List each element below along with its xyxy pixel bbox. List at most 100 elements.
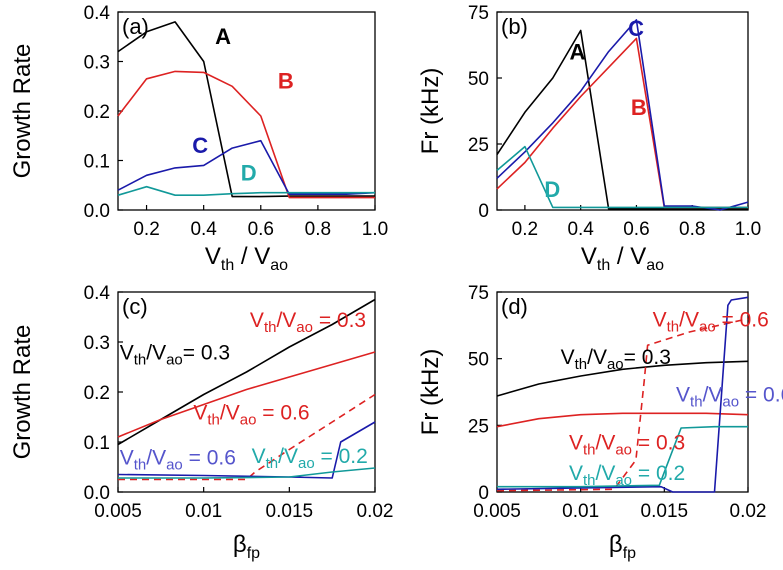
annotation-slash-v: /V (220, 402, 240, 425)
series-line-2 (496, 19, 749, 211)
annotation-subscript-th: th (207, 412, 220, 429)
y-tick-label: 0.0 (84, 483, 110, 504)
curve-label-C: C (628, 16, 644, 41)
y-tick-label: 0 (478, 201, 489, 222)
curve-label-D: D (544, 177, 560, 202)
annotation-slash-v: /V (595, 462, 615, 485)
annotation-slash-v: /V (146, 342, 166, 365)
annotation-subscript-th: th (575, 356, 588, 373)
annotation-subscript-th: th (134, 457, 147, 474)
annotation-subscript-ao: ao (722, 393, 739, 410)
curve-label-B: B (278, 69, 294, 94)
y-tick-label: 0.4 (84, 3, 111, 24)
y-tick-label: 50 (468, 350, 489, 371)
panel-d: 0.005 0.01 0.015 0.02 0 25 50 75 Fr (kHz) βfp (d) V… (417, 283, 783, 562)
x-axis-label-main: β (609, 531, 623, 558)
curve-label-A: A (215, 24, 231, 49)
x-tick-label: 0.6 (248, 219, 274, 240)
series-line-3 (117, 185, 375, 196)
x-axis-label: Vth / Vao (581, 243, 664, 274)
annotation-subscript-ao: ao (607, 356, 624, 373)
annotation-value: = 0.2 (315, 445, 368, 468)
ratio-annotation: Vth/Vao= 0.3 (561, 346, 671, 373)
annotation-subscript-ao: ao (166, 352, 183, 369)
x-tick-label: 0.8 (679, 219, 705, 240)
x-tick-label: 0.02 (357, 501, 394, 522)
annotation-slash-v: /V (146, 447, 166, 470)
annotation-subscript-th: th (583, 472, 596, 489)
annotation-subscript-ao: ao (615, 441, 632, 458)
annotation-v: V (569, 462, 583, 485)
x-axis-label: βfp (609, 531, 636, 562)
ratio-annotation: Vth/Vao = 0.3 (250, 309, 366, 336)
annotation-slash-v: /V (276, 309, 296, 332)
annotation-value: = 0.3 (183, 342, 230, 365)
annotation-subscript-th: th (690, 393, 703, 410)
annotation-subscript-th: th (667, 319, 680, 336)
axes-frame (496, 11, 749, 211)
annotation-value: = 0.3 (313, 309, 366, 332)
annotation-slash-v: /V (278, 445, 298, 468)
series-line-3 (496, 296, 749, 493)
ratio-annotation: Vth/Vao = 0.2 (252, 445, 368, 472)
annotation-v: V (653, 309, 667, 332)
y-tick-label: 75 (468, 3, 489, 24)
y-tick-label: 50 (468, 69, 489, 90)
series-line-2 (496, 317, 749, 492)
annotation-slash-v: /V (679, 309, 699, 332)
annotation-subscript-ao: ao (166, 457, 183, 474)
annotation-v: V (120, 342, 134, 365)
annotation-value: = 0.6 (183, 447, 236, 470)
x-axis-label-main: β (233, 531, 247, 558)
annotation-subscript-ao: ao (699, 319, 716, 336)
x-tick-label: 0.015 (641, 501, 689, 522)
series-line-0 (496, 29, 748, 210)
panel-b: 0.2 0.4 0.6 0.8 1.0 0 25 50 75 Fr (kHz) Vth / Vao (… (417, 3, 761, 274)
y-tick-label: 0.2 (84, 383, 110, 404)
x-tick-label: 0.4 (567, 219, 594, 240)
x-axis-label: Vth / Vao (205, 243, 288, 274)
curve-label-D: D (241, 160, 257, 185)
annotation-v: V (193, 402, 207, 425)
annotation-slash-v: /V (595, 431, 615, 454)
annotation-subscript-th: th (134, 352, 147, 369)
x-tick-label: 0.015 (266, 501, 314, 522)
annotation-subscript-th: th (266, 455, 279, 472)
series-line-4 (118, 467, 376, 479)
x-tick-label: 0.005 (473, 501, 521, 522)
ratio-annotation: Vth/Vao= 0.3 (120, 342, 230, 369)
x-axis-label-subscript: fp (247, 545, 260, 562)
annotation-value: = 0.6 (716, 309, 769, 332)
x-axis-label-separator: / V (234, 243, 270, 270)
y-tick-label: 75 (468, 283, 489, 304)
x-tick-label: 0.01 (562, 501, 599, 522)
series-line-0 (117, 21, 375, 198)
curve-label-B: B (631, 95, 647, 120)
x-tick-label: 0.01 (185, 501, 222, 522)
x-axis-label-separator: / V (610, 243, 646, 270)
annotation-subscript-th: th (583, 441, 596, 458)
series-line-3 (496, 145, 748, 209)
annotation-subscript-th: th (264, 319, 277, 336)
annotation-subscript-ao: ao (615, 472, 632, 489)
y-axis-label: Growth Rate (9, 325, 36, 460)
ratio-annotation: Vth/Vao = 0.6 (653, 309, 769, 336)
y-tick-label: 25 (468, 135, 489, 156)
x-tick-label: 0.005 (94, 501, 142, 522)
annotation-v: V (250, 309, 264, 332)
annotation-subscript-ao: ao (240, 412, 257, 429)
series-line-4 (497, 425, 748, 488)
x-axis-label-subscript: ao (646, 257, 664, 274)
y-tick-label: 0.1 (84, 152, 110, 173)
x-axis-label-subscript: th (597, 257, 610, 274)
x-axis-label-subscript: fp (623, 545, 636, 562)
curve-label-A: A (570, 40, 586, 65)
x-tick-label: 0.8 (305, 219, 331, 240)
panel-c: 0.005 0.01 0.015 0.02 0.0 0.1 0.2 0.3 0.4 Growth … (9, 283, 393, 562)
x-tick-label: 0.4 (190, 219, 217, 240)
y-tick-label: 0.1 (84, 433, 110, 454)
annotation-value: = 0.3 (624, 346, 671, 369)
x-axis-label-subscript: ao (270, 257, 288, 274)
annotation-subscript-ao: ao (298, 455, 315, 472)
series-line-1 (496, 412, 749, 428)
